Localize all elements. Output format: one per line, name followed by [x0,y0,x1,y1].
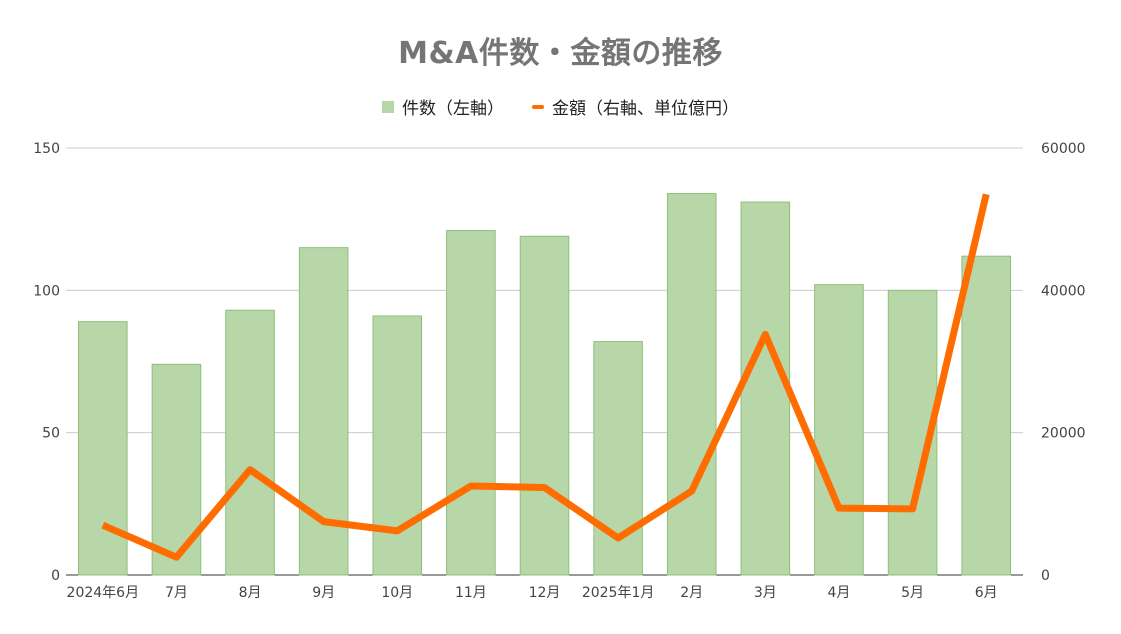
legend: 件数（左軸） 金額（右軸、単位億円） [0,94,1121,119]
y-left-tick-label: 0 [51,568,60,584]
x-tick-label: 5月 [901,585,924,601]
y-right-tick-label: 60000 [1041,141,1086,157]
bar [151,363,202,576]
legend-swatch-bars [382,100,394,113]
y-left-tick-label: 50 [42,426,60,442]
x-tick-label: 3月 [754,585,777,601]
x-tick-label: 2024年6月 [67,585,140,601]
x-tick-label: 6月 [975,585,998,601]
legend-label-line: 金額（右軸、単位億円） [552,99,739,119]
y-right-tick-label: 20000 [1041,426,1086,442]
x-tick-label: 8月 [239,585,262,601]
x-tick-label: 11月 [455,585,487,601]
bar [961,255,1011,576]
legend-item-bars: 件数（左軸） [382,94,504,119]
y-left-tick-label: 150 [33,141,60,157]
legend-swatch-line [532,104,544,109]
x-tick-label: 7月 [165,585,188,601]
bar [372,315,423,576]
x-tick-label: 4月 [828,585,851,601]
x-tick-label: 2025年1月 [582,585,655,601]
y-right-tick-label: 0 [1041,568,1050,584]
y-right-tick-label: 40000 [1041,283,1086,299]
y-left-tick-label: 100 [33,283,60,299]
bar [740,201,791,576]
legend-label-bars: 件数（左軸） [402,99,504,119]
x-tick-label: 2月 [680,585,703,601]
bar [225,309,275,576]
x-tick-label: 12月 [529,585,561,601]
legend-item-line: 金額（右軸、単位億円） [532,94,739,119]
x-tick-label: 10月 [381,585,413,601]
bar [666,193,717,576]
bar [78,321,128,576]
chart-title: M&A件数・金額の推移 [398,36,723,71]
bar [519,235,570,576]
x-tick-label: 9月 [312,585,335,601]
bar [446,230,496,576]
bar [814,284,864,576]
